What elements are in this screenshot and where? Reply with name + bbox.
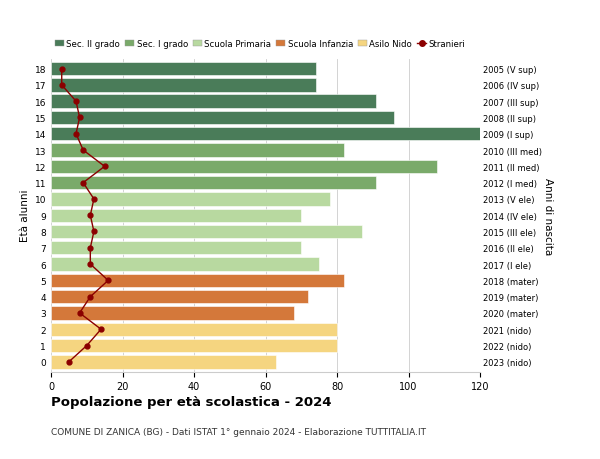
Legend: Sec. II grado, Sec. I grado, Scuola Primaria, Scuola Infanzia, Asilo Nido, Stran: Sec. II grado, Sec. I grado, Scuola Prim… [55,40,465,49]
Bar [51,258,319,271]
Bar [51,225,362,239]
Bar [51,339,337,353]
Bar [51,209,301,223]
Bar [51,144,344,157]
Bar [51,274,344,287]
Bar [51,63,316,76]
Bar [51,291,308,304]
Bar [51,95,376,109]
Bar [51,307,294,320]
Bar [51,128,487,141]
Text: Popolazione per età scolastica - 2024: Popolazione per età scolastica - 2024 [51,395,331,408]
Bar [51,79,316,92]
Bar [51,241,301,255]
Text: COMUNE DI ZANICA (BG) - Dati ISTAT 1° gennaio 2024 - Elaborazione TUTTITALIA.IT: COMUNE DI ZANICA (BG) - Dati ISTAT 1° ge… [51,427,426,436]
Bar [51,160,437,174]
Bar [51,193,330,206]
Bar [51,323,337,336]
Y-axis label: Età alunni: Età alunni [20,190,31,242]
Y-axis label: Anni di nascita: Anni di nascita [543,177,553,254]
Bar [51,355,276,369]
Bar [51,112,394,125]
Bar [51,177,376,190]
